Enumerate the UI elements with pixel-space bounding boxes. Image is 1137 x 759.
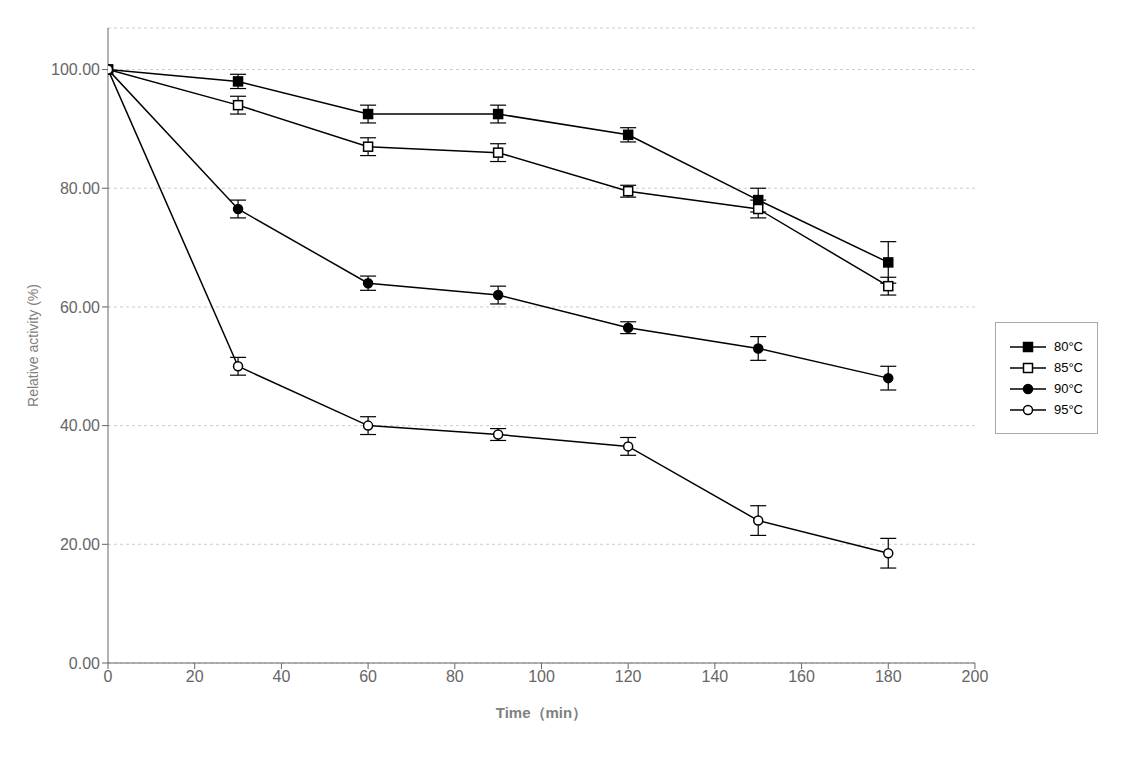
svg-text:Time（min）: Time（min） [496,704,587,721]
svg-text:60: 60 [359,668,377,685]
svg-text:20.00: 20.00 [60,536,100,553]
svg-text:60.00: 60.00 [60,299,100,316]
svg-text:160: 160 [788,668,815,685]
svg-text:0: 0 [104,668,113,685]
svg-text:120: 120 [615,668,642,685]
svg-text:140: 140 [702,668,729,685]
svg-text:200: 200 [962,668,989,685]
svg-text:40: 40 [272,668,290,685]
svg-text:100.00: 100.00 [51,61,100,78]
svg-text:180: 180 [875,668,902,685]
html-text:90°C: 90°C [1054,381,1083,396]
svg-text:20: 20 [186,668,204,685]
html-text:95°C: 95°C [1054,402,1083,417]
html-text:85°C: 85°C [1054,360,1083,375]
svg-text:Relative activity (%): Relative activity (%) [25,284,41,407]
svg-text:100: 100 [528,668,555,685]
html-text:80°C: 80°C [1054,339,1083,354]
svg-text:40.00: 40.00 [60,417,100,434]
svg-text:80: 80 [446,668,464,685]
svg-text:0.00: 0.00 [69,655,100,672]
svg-text:80.00: 80.00 [60,180,100,197]
